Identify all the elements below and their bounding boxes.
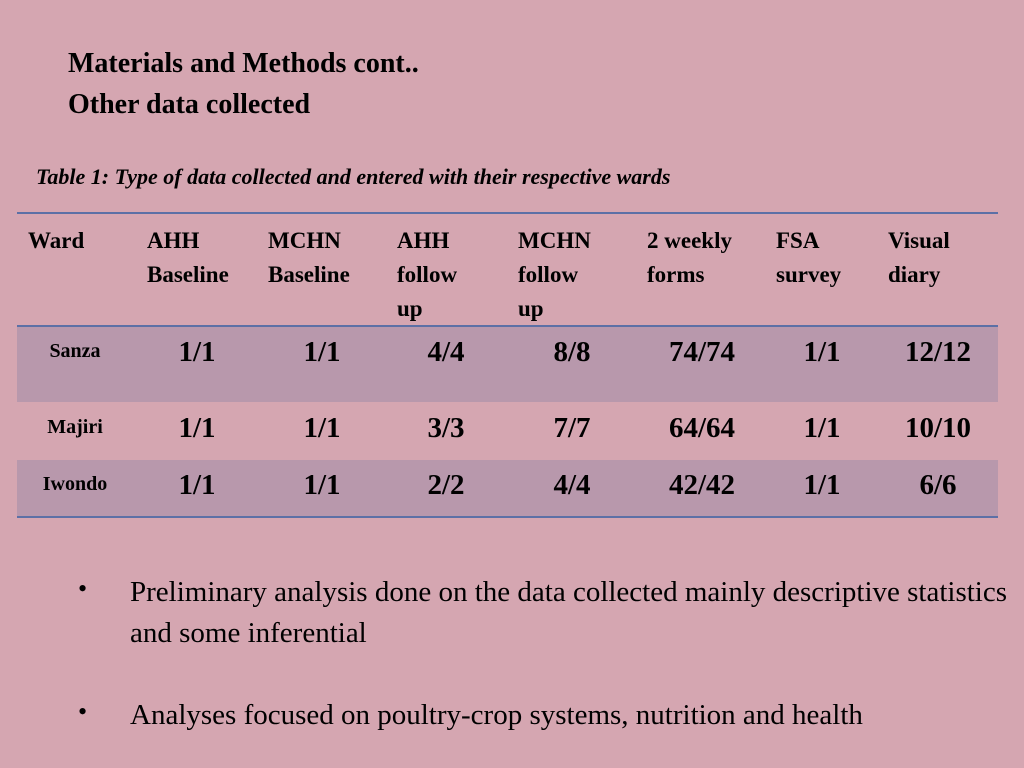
bullet-icon: • — [78, 697, 88, 726]
column-header-line: AHH — [397, 228, 450, 253]
header-rule — [17, 325, 998, 327]
table-cell: 7/7 — [553, 412, 591, 444]
column-header-line: Ward — [28, 228, 85, 253]
column-header-line: survey — [776, 262, 842, 287]
table-caption: Table 1: Type of data collected and ente… — [36, 164, 671, 189]
column-header-line: Visual — [888, 228, 950, 253]
table-cell: 74/74 — [668, 336, 736, 368]
column-header-line: up — [518, 296, 544, 321]
table-cell: 3/3 — [427, 412, 465, 444]
table-cell: 1/1 — [303, 469, 341, 501]
column-header: Visual diary — [888, 224, 1008, 292]
table-top-rule — [17, 212, 998, 214]
column-header-line: follow — [397, 262, 458, 287]
column-header-line: Baseline — [268, 262, 350, 287]
column-header-line: AHH — [147, 228, 200, 253]
table-cell: 2/2 — [427, 469, 465, 501]
slide-title: Materials and Methods cont.. — [68, 48, 419, 79]
row-band — [17, 460, 998, 517]
bullet-text: Analyses focused on poultry-crop systems… — [130, 699, 863, 731]
column-header-line: follow — [518, 262, 579, 287]
ward-name: Iwondo — [42, 473, 108, 495]
table-cell: 1/1 — [803, 469, 841, 501]
column-header: AHH Baseline — [147, 224, 267, 292]
table-cell: 64/64 — [668, 412, 736, 444]
column-header-line: forms — [647, 262, 705, 287]
table-cell: 1/1 — [303, 412, 341, 444]
table-cell: 4/4 — [553, 469, 591, 501]
column-header-line: Baseline — [147, 262, 229, 287]
table-cell: 1/1 — [803, 412, 841, 444]
table-cell: 8/8 — [553, 336, 591, 368]
table-cell: 1/1 — [178, 469, 216, 501]
table-cell: 1/1 — [178, 336, 216, 368]
column-header-line: FSA — [776, 228, 820, 253]
column-header: MCHN follow up — [518, 224, 638, 326]
column-header: 2 weekly forms — [647, 224, 767, 292]
column-header: Ward — [28, 224, 148, 258]
table-cell: 4/4 — [427, 336, 465, 368]
slide-subtitle: Other data collected — [68, 89, 311, 120]
column-header: FSA survey — [776, 224, 896, 292]
column-header-line: MCHN — [268, 228, 341, 253]
table-cell: 1/1 — [178, 412, 216, 444]
row-band — [17, 327, 998, 402]
table-cell: 1/1 — [303, 336, 341, 368]
ward-name: Sanza — [49, 340, 101, 362]
column-header: MCHN Baseline — [268, 224, 388, 292]
table-cell: 10/10 — [904, 412, 972, 444]
column-header: AHH follow up — [397, 224, 517, 326]
table-bottom-rule — [17, 516, 998, 518]
ward-name: Majiri — [47, 416, 103, 438]
column-header-line: 2 weekly — [647, 228, 732, 253]
bullet-icon: • — [78, 574, 88, 603]
column-header-line: up — [397, 296, 423, 321]
column-header-line: MCHN — [518, 228, 591, 253]
table-cell: 6/6 — [919, 469, 957, 501]
table-cell: 12/12 — [904, 336, 972, 368]
bullet-text: Preliminary analysis done on the data co… — [130, 576, 1008, 649]
table-cell: 42/42 — [668, 469, 736, 501]
column-header-line: diary — [888, 262, 941, 287]
table-cell: 1/1 — [803, 336, 841, 368]
